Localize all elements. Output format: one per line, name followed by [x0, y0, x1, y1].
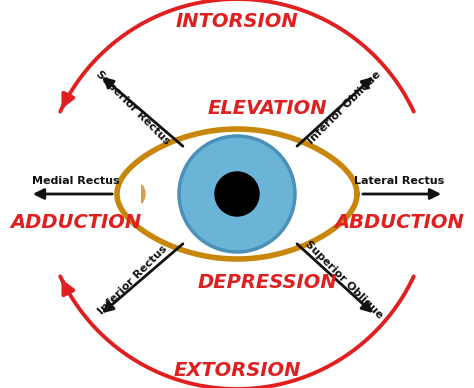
Text: DEPRESSION: DEPRESSION: [197, 274, 337, 293]
Polygon shape: [117, 129, 357, 259]
Text: EXTORSION: EXTORSION: [173, 361, 301, 380]
Text: ABDUCTION: ABDUCTION: [334, 213, 464, 232]
Circle shape: [179, 136, 295, 252]
Text: Inferior Oblique: Inferior Oblique: [306, 69, 383, 146]
Text: Medial Rectus: Medial Rectus: [32, 176, 119, 186]
Text: INTORSION: INTORSION: [176, 12, 298, 31]
Text: ELEVATION: ELEVATION: [207, 99, 327, 118]
Text: Superior Oblique: Superior Oblique: [303, 239, 385, 321]
Polygon shape: [142, 185, 145, 203]
Circle shape: [215, 172, 259, 216]
Text: ADDUCTION: ADDUCTION: [10, 213, 141, 232]
Text: Lateral Rectus: Lateral Rectus: [354, 176, 444, 186]
Text: Superior Rectus: Superior Rectus: [94, 69, 172, 147]
Text: Inferior Rectus: Inferior Rectus: [97, 244, 169, 317]
